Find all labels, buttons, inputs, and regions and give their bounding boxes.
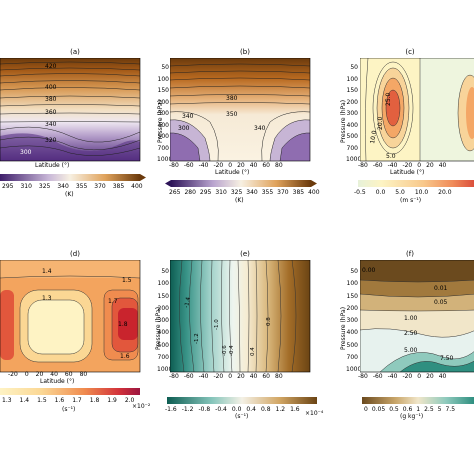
p-ticks: 50 100 150 200 300 400 500 700 1000 bbox=[157, 268, 173, 374]
contour-label: 350 bbox=[226, 111, 238, 118]
panel-label: (b) bbox=[240, 48, 250, 56]
contour-label: 1.00 bbox=[404, 315, 418, 322]
cbar-tick: 295 310 325 340 355 370 385 400 bbox=[2, 183, 143, 190]
panel-b: (b) Pressure (hPa) 50 100 150 200 300 400 50… bbox=[155, 48, 325, 204]
x-axis-label: Latitude (°) bbox=[390, 169, 425, 176]
cbar-exp: ×10⁻⁴ bbox=[305, 410, 324, 417]
contour-label: 0.05 bbox=[434, 299, 448, 306]
cbar-unit: (g kg⁻¹) bbox=[400, 413, 424, 420]
contour-label: 380 bbox=[226, 95, 238, 102]
contour-plot-c: 25.0 20.0 10.0 5.0 bbox=[360, 58, 474, 162]
panel-c: (c) Pressure (hPa) 50 100 150 200 300 400 50… bbox=[340, 48, 474, 204]
cbar-unit: (s⁻¹) bbox=[235, 413, 249, 420]
colorbar-d bbox=[0, 388, 140, 395]
contour-label: -0.6 bbox=[222, 345, 228, 356]
contour-label: 5.00 bbox=[404, 347, 418, 354]
contour-label: 1.3 bbox=[42, 295, 52, 302]
x-ticks: -80 -60 -40 -20 0 20 40 bbox=[358, 162, 447, 169]
contour-label: 300 bbox=[20, 149, 32, 156]
x-axis-label: Latitude (°) bbox=[35, 162, 70, 169]
x-ticks: -80 -60 -40 -20 0 20 40 bbox=[358, 373, 447, 380]
cbar-ticks: 1.3 1.4 1.5 1.6 1.7 1.8 1.9 2.0 bbox=[2, 397, 135, 404]
contour-label: 380 bbox=[45, 96, 57, 103]
x-axis-label: Latitude (°) bbox=[215, 169, 250, 176]
contour-plot-e: -1.4 -1.2 -1.0 -0.6 -0.4 0.4 0.8 bbox=[170, 260, 311, 373]
contour-plot-f: 0.00 0.01 0.05 1.00 2.50 5.00 7.50 bbox=[360, 260, 474, 373]
cbar-ticks: -1.6 -1.2 -0.8 -0.4 0.0 0.4 0.8 1.2 1.6 bbox=[165, 406, 300, 413]
contour-label: -0.4 bbox=[229, 345, 235, 356]
colorbar-e bbox=[167, 397, 317, 404]
contour-label: 400 bbox=[45, 84, 57, 91]
contour-label: 360 bbox=[45, 109, 57, 116]
contour-label: 1.8 bbox=[118, 321, 128, 328]
x-ticks: -20 0 20 40 60 80 bbox=[8, 371, 88, 378]
contour-label: 10.0 bbox=[369, 130, 378, 145]
contour-label: 2.50 bbox=[404, 330, 418, 337]
panel-e: (e) Pressure (hPa) 50 100 150 200 300 400 50… bbox=[155, 250, 330, 420]
contour-label: 340 bbox=[45, 121, 57, 128]
contour-label: 1.6 bbox=[120, 353, 130, 360]
panel-label: (f) bbox=[406, 250, 414, 258]
contour-label: 0.4 bbox=[250, 347, 256, 356]
contour-label: 300 bbox=[178, 125, 190, 132]
panel-d: (d) 1.4 1.5 1.3 1.7 1.8 1.6 -20 0 20 40 60… bbox=[0, 250, 150, 420]
contour-label: 340 bbox=[254, 125, 266, 132]
panel-label: (e) bbox=[240, 250, 250, 258]
contour-label: 0.8 bbox=[266, 317, 272, 326]
panel-label: (c) bbox=[405, 48, 415, 56]
contour-label: 7.50 bbox=[440, 355, 454, 362]
contour-label: -1.4 bbox=[184, 296, 192, 308]
contour-label: 1.5 bbox=[122, 277, 132, 284]
contour-label: 25.0 bbox=[385, 92, 392, 106]
x-ticks: -80 -60 -40 -20 0 20 40 60 80 bbox=[169, 373, 283, 380]
contour-label: 1.7 bbox=[108, 298, 118, 305]
panel-f: (f) Pressure (hPa) 50 100 150 200 300 400 50… bbox=[340, 250, 474, 420]
panel-label: (d) bbox=[70, 250, 80, 258]
cbar-ticks: -0.5 0.0 5.0 10.0 20.0 bbox=[354, 189, 452, 196]
panel-a: (a) 420 400 380 360 340 320 bbox=[0, 48, 150, 198]
cbar-unit: (s⁻¹) bbox=[62, 406, 76, 413]
contour-plot-a: 420 400 380 360 340 320 300 bbox=[0, 58, 141, 162]
contour-label: -1.0 bbox=[214, 319, 220, 330]
contour-label: -1.2 bbox=[194, 333, 200, 344]
contour-label: 0.01 bbox=[434, 285, 448, 292]
cbar-ticks: 265 280 295 310 325 340 355 370 385 400 bbox=[169, 189, 320, 196]
contour-plot-b: 380 350 340 300 340 bbox=[170, 58, 311, 162]
cbar-exp: ×10⁻² bbox=[132, 403, 151, 410]
cbar-unit: (m s⁻¹) bbox=[400, 197, 422, 204]
p-ticks: 50 100 150 200 300 400 500 700 1000 bbox=[346, 64, 362, 163]
panel-label: (a) bbox=[70, 48, 80, 56]
contour-label: 20.0 bbox=[377, 116, 384, 130]
p-ticks: 50 100 150 200 300 400 500 700 1000 bbox=[346, 268, 362, 374]
cbar-unit: (K) bbox=[235, 197, 244, 204]
contour-label: 5.0 bbox=[386, 153, 396, 160]
contour-label: 1.4 bbox=[42, 268, 52, 275]
colorbar-b bbox=[165, 180, 317, 187]
x-ticks: -80 -60 -40 -20 0 20 40 60 80 bbox=[169, 162, 283, 169]
cbar-ticks: 0 0.05 0.5 0.6 1 2.5 5 7.5 bbox=[364, 406, 456, 413]
x-axis-label: Latitude (°) bbox=[40, 378, 75, 385]
cbar-unit: (K) bbox=[65, 191, 74, 198]
colorbar-c bbox=[358, 180, 474, 187]
contour-label: 320 bbox=[45, 137, 57, 144]
contour-label: 420 bbox=[45, 63, 57, 70]
contour-plot-d: 1.4 1.5 1.3 1.7 1.8 1.6 bbox=[0, 260, 141, 373]
colorbar-f bbox=[362, 397, 474, 404]
colorbar-a bbox=[0, 174, 146, 181]
p-ticks: 50 100 150 200 300 400 500 700 1000 bbox=[157, 64, 173, 163]
contour-label: 0.00 bbox=[362, 267, 376, 274]
contour-label: 340 bbox=[182, 113, 194, 120]
